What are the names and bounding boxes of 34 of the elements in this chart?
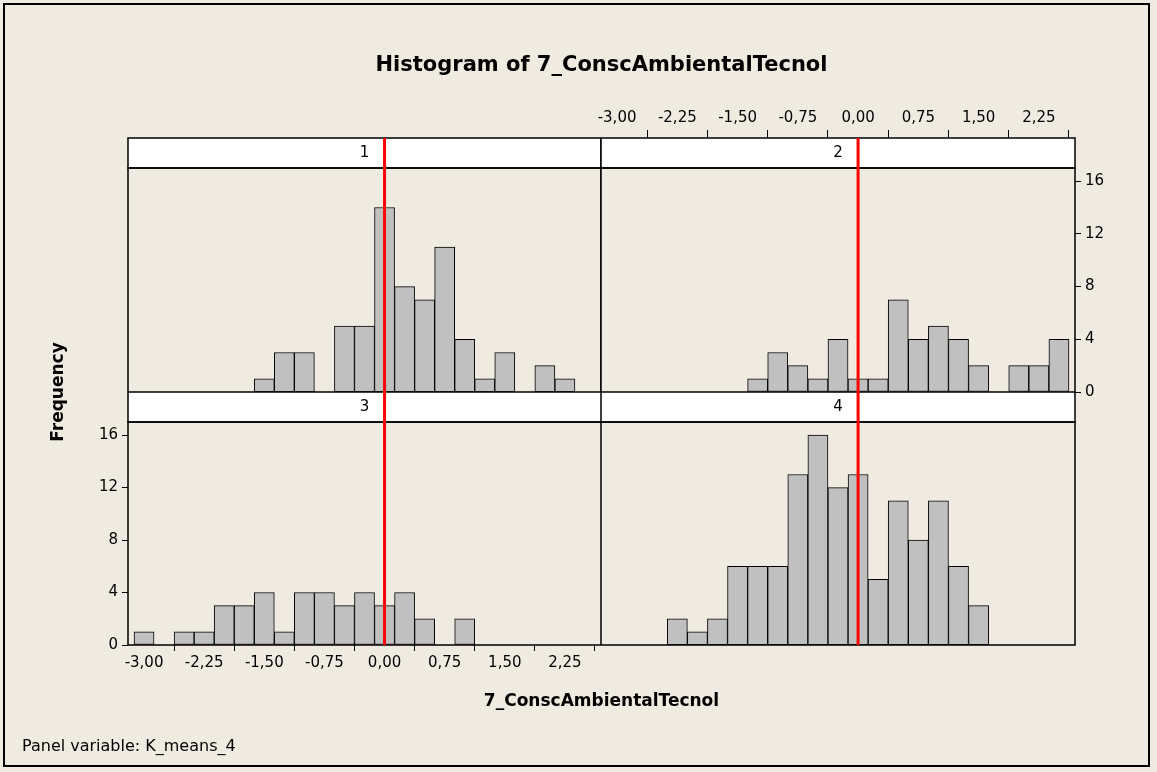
y-tick-label: 16 bbox=[98, 425, 118, 444]
chart-subtitle: 1 bbox=[359, 142, 370, 161]
x-tick-label: 0,00 bbox=[841, 107, 875, 126]
x-tick-label: -2,25 bbox=[184, 652, 224, 671]
x-tick-label: -0,75 bbox=[305, 652, 344, 671]
x-tick-label: 0,75 bbox=[901, 107, 936, 126]
chart-subtitle: 3 bbox=[359, 396, 370, 415]
y-tick-label: 4 bbox=[108, 582, 118, 601]
x-tick-label: 2,25 bbox=[548, 652, 582, 671]
x-tick-label: -1,50 bbox=[244, 652, 284, 671]
y-tick-label: 0 bbox=[108, 634, 118, 653]
x-axis-title: 7_ConscAmbientalTecnol bbox=[482, 690, 721, 710]
chart-subtitle: 2 bbox=[833, 142, 843, 161]
y-tick-label: 16 bbox=[1085, 171, 1105, 190]
chart-subtitle: 4 bbox=[833, 396, 843, 415]
y-axis-title: Frequency bbox=[47, 342, 67, 442]
y-tick-label: 4 bbox=[1085, 329, 1095, 348]
x-tick-label: 2,25 bbox=[1022, 107, 1056, 126]
y-tick-label: 0 bbox=[1085, 381, 1095, 400]
y-tick-label: 12 bbox=[98, 477, 118, 496]
x-tick-label: -3,00 bbox=[124, 652, 164, 671]
y-tick-label: 12 bbox=[1085, 223, 1105, 242]
x-tick-label: 0,75 bbox=[427, 652, 462, 671]
x-tick-label: -2,25 bbox=[657, 107, 697, 126]
text: Panel variable: K_means_4 bbox=[22, 736, 236, 755]
y-tick-label: 8 bbox=[108, 529, 118, 548]
x-tick-label: -3,00 bbox=[597, 107, 637, 126]
x-tick-label: 0,00 bbox=[367, 652, 402, 671]
x-tick-label: -0,75 bbox=[778, 107, 818, 126]
chart-title: Histogram of 7_ConscAmbientalTecnol bbox=[374, 52, 829, 76]
x-tick-label: -1,50 bbox=[718, 107, 757, 126]
y-tick-label: 8 bbox=[1085, 276, 1095, 295]
x-tick-label: 1,50 bbox=[488, 652, 522, 671]
x-tick-label: 1,50 bbox=[961, 107, 996, 126]
